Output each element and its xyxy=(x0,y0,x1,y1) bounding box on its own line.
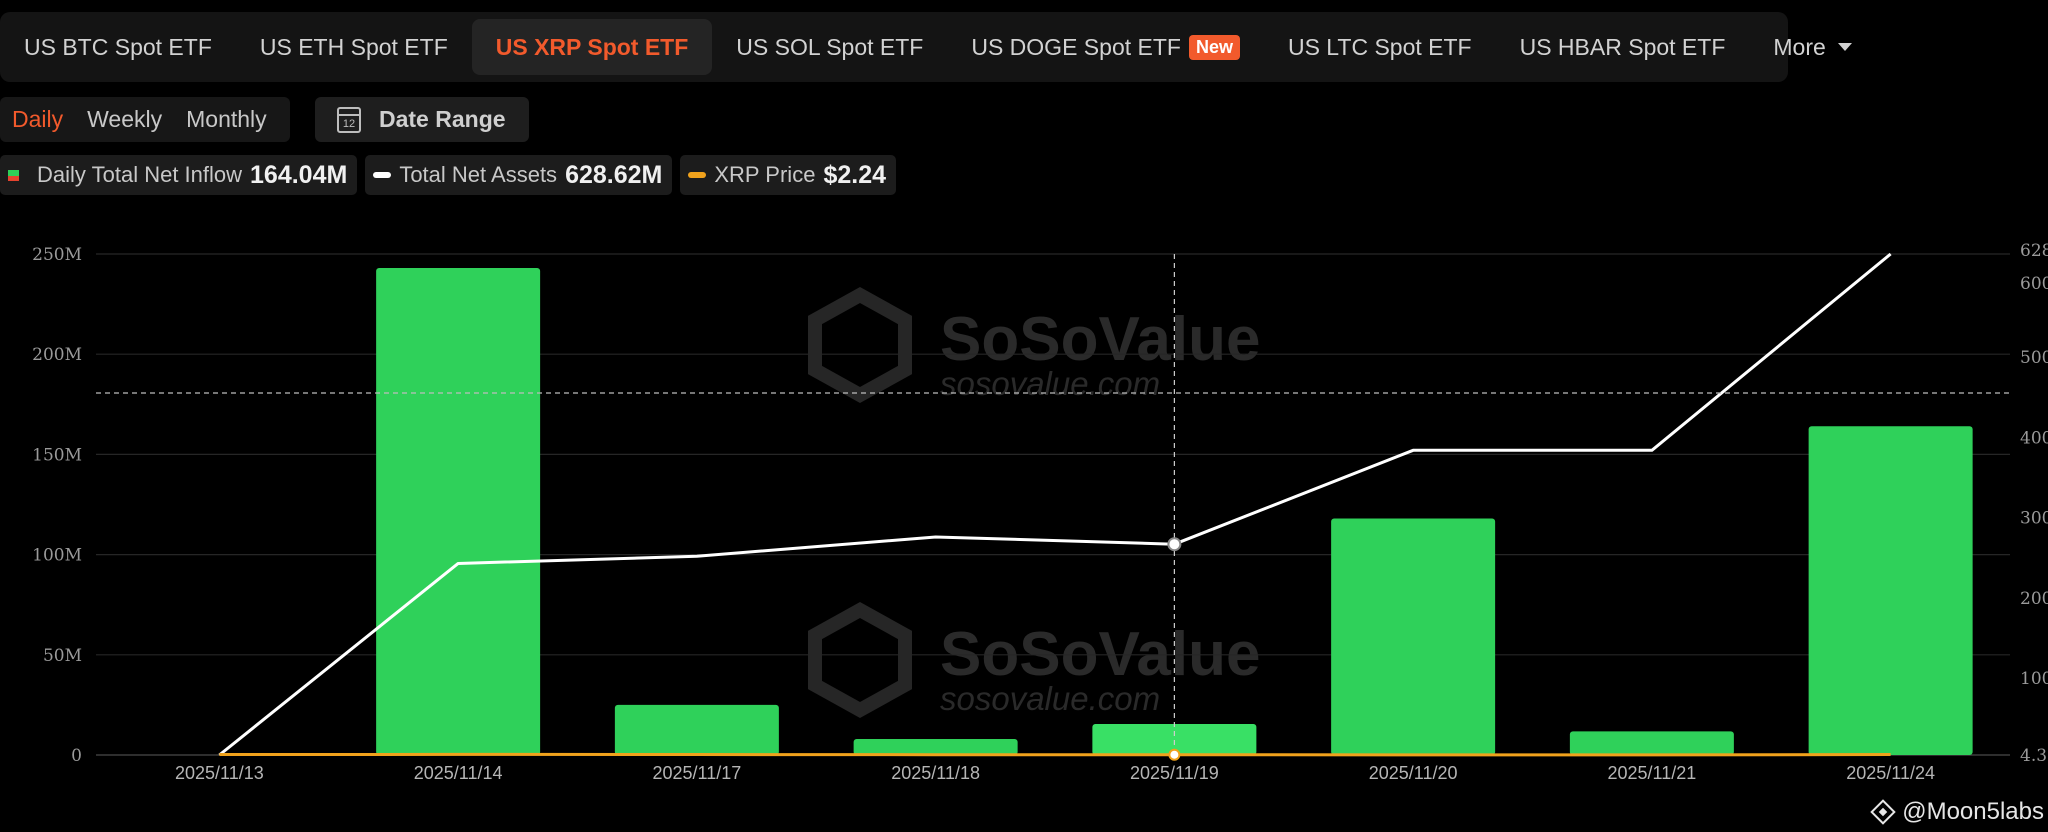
legend-value: 628.62M xyxy=(565,160,663,189)
legend-value: $2.24 xyxy=(823,160,886,189)
y-tick-label: 200M xyxy=(32,345,82,365)
tab-us-ltc-spot-etf[interactable]: US LTC Spot ETF xyxy=(1264,19,1496,75)
tab-us-btc-spot-etf[interactable]: US BTC Spot ETF xyxy=(0,19,236,75)
x-tick-label: 2025/11/13 xyxy=(175,763,264,783)
period-monthly[interactable]: Monthly xyxy=(186,106,267,132)
tab-label: US SOL Spot ETF xyxy=(736,33,924,60)
etf-flow-chart[interactable]: SoSoValuesosovalue.comSoSoValuesosovalue… xyxy=(0,200,2048,800)
inflow-bar xyxy=(614,704,779,755)
x-tick-label: 2025/11/24 xyxy=(1846,763,1935,783)
legend-total-net-assets[interactable]: Total Net Assets 628.62M xyxy=(365,155,673,195)
y2-tick-label: 4.3 xyxy=(2020,746,2047,766)
xrp-price-line xyxy=(219,752,1891,757)
y2-tick-label: 100 xyxy=(2020,669,2048,689)
y-tick-label: 100M xyxy=(32,546,82,566)
x-tick-label: 2025/11/20 xyxy=(1369,763,1458,783)
crosshair xyxy=(96,254,2010,761)
tab-us-eth-spot-etf[interactable]: US ETH Spot ETF xyxy=(236,19,472,75)
legend-label: XRP Price xyxy=(714,162,816,187)
y2-tick-label: 300 xyxy=(2020,509,2048,529)
total-net-assets-line xyxy=(218,252,1892,757)
tab-label: US DOGE Spot ETF xyxy=(971,33,1181,60)
sosovalue-logo-icon xyxy=(808,286,912,404)
legend-xrp-price[interactable]: XRP Price $2.24 xyxy=(680,155,896,195)
more-dropdown[interactable]: More xyxy=(1749,19,1875,75)
inflow-bar xyxy=(376,268,541,755)
tab-us-hbar-spot-etf[interactable]: US HBAR Spot ETF xyxy=(1496,19,1750,75)
legend-label: Total Net Assets xyxy=(399,162,558,187)
watermark-url: sosovalue.com xyxy=(940,365,1160,402)
inflow-bar xyxy=(1331,518,1496,755)
inflow-bar xyxy=(1808,426,1973,755)
y2-tick-label: 500 xyxy=(2020,348,2048,368)
x-tick-label: 2025/11/14 xyxy=(414,763,503,783)
y2-tick-label: 200 xyxy=(2020,589,2048,609)
price-hover-dot xyxy=(1168,748,1181,761)
price-swatch-icon xyxy=(688,172,707,178)
y-tick-label: 250M xyxy=(32,245,82,265)
legend-value: 164.04M xyxy=(250,160,348,189)
y2-tick-label: 400 xyxy=(2020,428,2048,448)
inflow-bar xyxy=(1569,731,1734,755)
x-tick-label: 2025/11/17 xyxy=(652,763,741,783)
caret-down-icon xyxy=(1837,43,1852,51)
credit-text: @Moon5labs xyxy=(1902,798,2044,825)
series-lines xyxy=(218,252,1892,757)
x-tick-label: 2025/11/18 xyxy=(891,763,980,783)
watermark-url: sosovalue.com xyxy=(940,680,1160,717)
new-badge: New xyxy=(1188,34,1240,60)
diamond-logo-icon xyxy=(1870,799,1896,825)
y2-tick-label: 628 xyxy=(2020,241,2048,261)
y-tick-label: 50M xyxy=(43,646,82,666)
y-tick-label: 150M xyxy=(32,445,82,465)
etf-tab-bar: US BTC Spot ETF US ETH Spot ETF US XRP S… xyxy=(0,12,1852,82)
sosovalue-logo-icon xyxy=(808,601,912,719)
author-credit: @Moon5labs xyxy=(1870,798,2044,826)
date-range-label: Date Range xyxy=(379,106,506,132)
y2-tick-label: 600 xyxy=(2020,274,2048,294)
y-tick-label: 0 xyxy=(71,746,82,766)
legend-daily-net-inflow[interactable]: Daily Total Net Inflow 164.04M xyxy=(0,155,358,195)
date-range-button[interactable]: 12 Date Range xyxy=(315,97,529,142)
watermark-name: SoSoValue xyxy=(940,305,1260,374)
period-weekly[interactable]: Weekly xyxy=(87,106,163,132)
assets-swatch-icon xyxy=(373,172,392,178)
inflow-bar xyxy=(1092,723,1257,755)
more-label: More xyxy=(1773,33,1826,60)
chart-legend: Daily Total Net Inflow 164.04M Total Net… xyxy=(0,155,904,195)
tab-us-sol-spot-etf[interactable]: US SOL Spot ETF xyxy=(712,19,947,75)
tab-us-xrp-spot-etf[interactable]: US XRP Spot ETF xyxy=(471,19,713,75)
inflow-bars xyxy=(376,268,1973,755)
tab-label: US LTC Spot ETF xyxy=(1287,33,1472,60)
tab-label: US BTC Spot ETF xyxy=(24,33,212,60)
period-daily[interactable]: Daily xyxy=(12,106,64,132)
watermark: SoSoValuesosovalue.comSoSoValuesosovalue… xyxy=(808,286,1260,719)
inflow-swatch-icon xyxy=(8,169,19,181)
x-tick-label: 2025/11/21 xyxy=(1607,763,1696,783)
assets-hover-dot xyxy=(1167,537,1182,552)
period-selector: Daily Weekly Monthly xyxy=(0,97,290,142)
tab-label: US XRP Spot ETF xyxy=(495,33,689,60)
x-tick-label: 2025/11/19 xyxy=(1130,763,1219,783)
tab-us-doge-spot-etf[interactable]: US DOGE Spot ETF New xyxy=(947,19,1264,75)
axis-labels: 250M 200M 150M 100M 50M 0 628 600 500 400 300 200 10… xyxy=(32,241,2048,783)
tab-label: US ETH Spot ETF xyxy=(259,33,448,60)
legend-label: Daily Total Net Inflow xyxy=(37,162,243,187)
inflow-bar xyxy=(853,738,1018,755)
calendar-icon: 12 xyxy=(337,106,361,133)
tab-label: US HBAR Spot ETF xyxy=(1519,33,1726,60)
